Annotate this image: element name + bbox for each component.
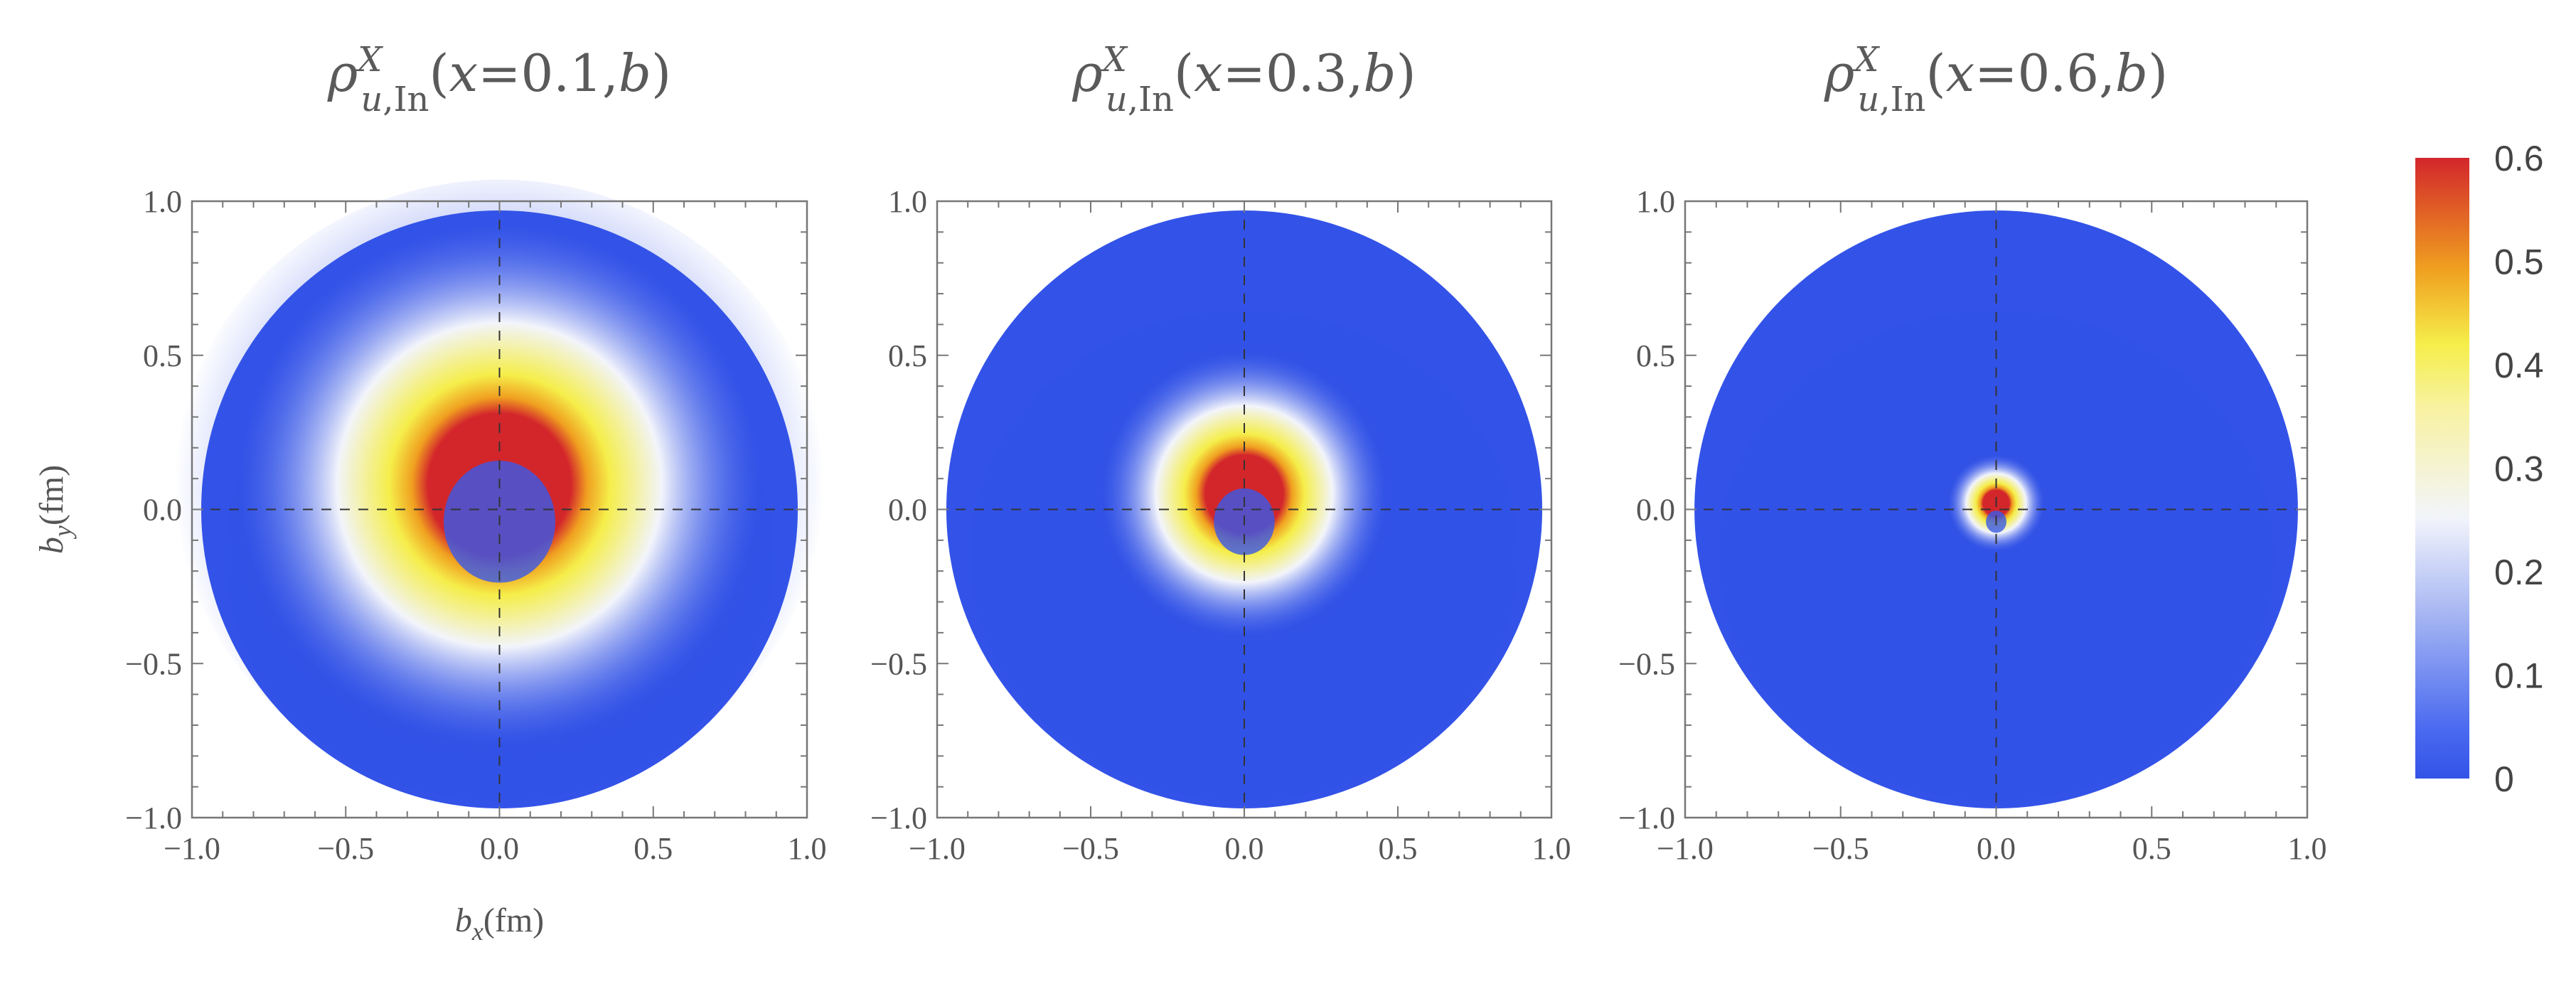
y-tick-label: −1.0 (870, 801, 927, 835)
x-tick-label: 0.5 (1379, 831, 1418, 866)
x-tick-label: 1.0 (788, 831, 827, 866)
y-tick-label: 1.0 (888, 184, 927, 219)
x-tick-label: 0.0 (1977, 831, 2016, 866)
y-tick-label: 0.0 (143, 493, 182, 528)
y-axis-label: by(fm) (33, 465, 77, 554)
y-tick-label: 0.5 (888, 338, 927, 373)
y-tick-label: −0.5 (125, 646, 182, 681)
x-tick-label: 1.0 (1532, 831, 1571, 866)
panels-group: ρX u,In(x=0.1,b)−1.0−1.0−0.5−0.50.00.00.5… (125, 40, 2326, 866)
y-tick-label: 0.0 (1636, 493, 1675, 528)
y-tick-label: −0.5 (870, 646, 927, 681)
y-tick-label: −1.0 (125, 801, 182, 835)
x-tick-label: −0.5 (1062, 831, 1119, 866)
colorbar-tick-label: 0 (2494, 759, 2514, 799)
panel-title: ρX u,In(x=0.6,b) (1824, 40, 2168, 119)
x-tick-label: 0.0 (1225, 831, 1264, 866)
x-axis-label: bx(fm) (455, 902, 544, 946)
panel-title: ρX u,In(x=0.3,b) (1071, 40, 1416, 119)
panel-3: ρX u,In(x=0.6,b) −1.0−1.0 −0.5 −0.5 0.0 0.0 0.5… (1618, 40, 2326, 866)
y-tick-label: −0.5 (1618, 646, 1675, 681)
y-tick-label: 0.5 (143, 338, 182, 373)
x-tick-label: −1.0 (164, 831, 220, 866)
colorbar-tick-label: 0.2 (2494, 552, 2544, 592)
x-tick-label: 0.5 (634, 831, 673, 866)
colorbar-tick-label: 0.3 (2494, 449, 2544, 489)
colorbar-tick-label: 0.1 (2494, 656, 2544, 696)
panel-title: ρX u,In(x=0.1,b) (327, 40, 671, 119)
x-tick-label: −0.5 (317, 831, 374, 866)
x-tick-label: 1.0 (2288, 831, 2327, 866)
y-tick-label: 0.0 (888, 493, 927, 528)
y-tick-label: 1.0 (143, 184, 182, 219)
colorbar-tick-label: 0.4 (2494, 346, 2544, 385)
y-tick-label: 1.0 (1636, 184, 1675, 219)
y-tick-label: 0.5 (1636, 338, 1675, 373)
y-tick-label: −1.0 (1618, 801, 1675, 835)
axis-labels: bx(fm) by(fm) (33, 465, 544, 946)
colorbar-scale (2415, 158, 2469, 779)
x-tick-label: −1.0 (1657, 831, 1714, 866)
colorbar-tick-label: 0.5 (2494, 242, 2544, 282)
x-tick-label: −1.0 (909, 831, 966, 866)
panel-1: ρX u,In(x=0.1,b) −1.0−1.0 −0.5 −0.5 0.0 0.0 0.5… (125, 40, 826, 866)
colorbar: 0 0.1 0.2 0.3 0.4 0.5 0.6 (2415, 139, 2544, 799)
x-tick-label: −0.5 (1812, 831, 1869, 866)
colorbar-tick-label: 0.6 (2494, 139, 2544, 178)
x-tick-label: 0.5 (2132, 831, 2171, 866)
x-tick-label: 0.0 (480, 831, 519, 866)
panel-2: ρX u,In(x=0.3,b) −1.0−1.0 −0.5 −0.5 0.0 0.0 0.5… (870, 40, 1571, 866)
